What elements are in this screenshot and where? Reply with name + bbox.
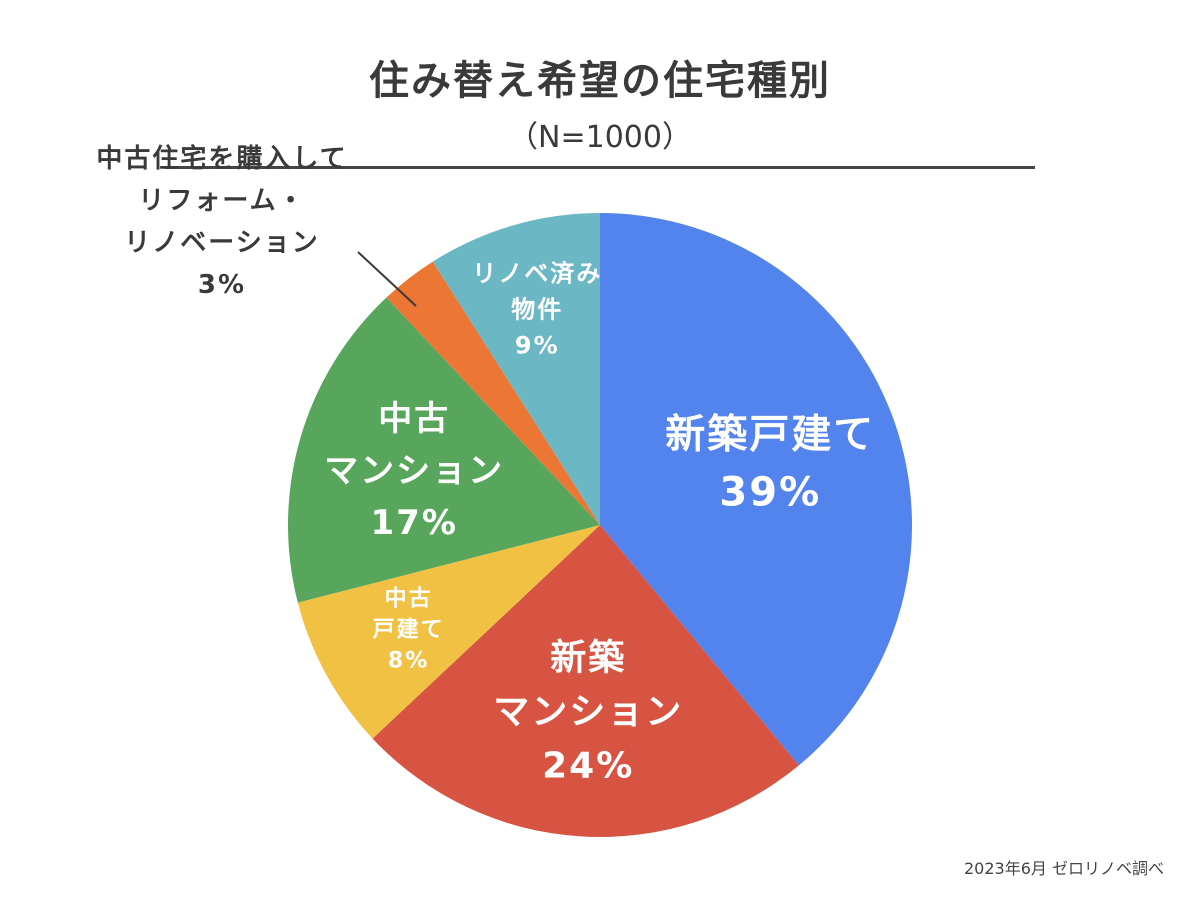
slice-value-renovated: 9% (515, 331, 560, 359)
slice-name-used-renovation: リフォーム・ (138, 186, 305, 216)
chart-title: 住み替え希望の住宅種別 (369, 58, 831, 104)
slice-name-used-condo: 中古 (378, 399, 450, 439)
slice-name-new-condo: マンション (493, 691, 683, 732)
chart-subtitle: （N=1000） (508, 120, 692, 155)
slice-name-renovated: 物件 (511, 295, 563, 323)
title-divider (165, 166, 1035, 169)
pie-slice-used-detached (297, 525, 600, 739)
leader-line-used-renovation (357, 251, 417, 307)
pie-slice-used-condo (287, 297, 600, 603)
slice-name-used-renovation: リノベーション (124, 228, 319, 258)
pie-slice-used-renovation (386, 261, 600, 525)
slice-name-new-condo: 新築 (550, 637, 626, 678)
pie-slice-new-detached (600, 213, 913, 766)
slice-value-new-condo: 24% (542, 745, 634, 786)
slice-name-used-detached: 戸建て (373, 618, 445, 643)
slice-label-new-detached: 新築戸建て 39% (665, 412, 875, 516)
slice-name-used-renovation: 中古住宅を購入して (96, 143, 347, 174)
pie-slice-new-condo (372, 525, 799, 838)
slice-value-used-condo: 17% (371, 503, 458, 543)
slice-name-used-detached: 中古 (385, 586, 433, 612)
slice-name-new-detached: 新築戸建て (665, 412, 875, 458)
slice-value-new-detached: 39% (719, 470, 821, 516)
slice-name-renovated: リノベ済み (472, 259, 602, 287)
slice-name-used-condo: マンション (324, 451, 504, 491)
slice-value-used-renovation: 3% (198, 270, 246, 300)
source-footnote: 2023年6月 ゼロリノベ調べ (964, 859, 1164, 878)
slice-value-used-detached: 8% (388, 649, 429, 674)
pie-slice-renovated (432, 213, 600, 525)
